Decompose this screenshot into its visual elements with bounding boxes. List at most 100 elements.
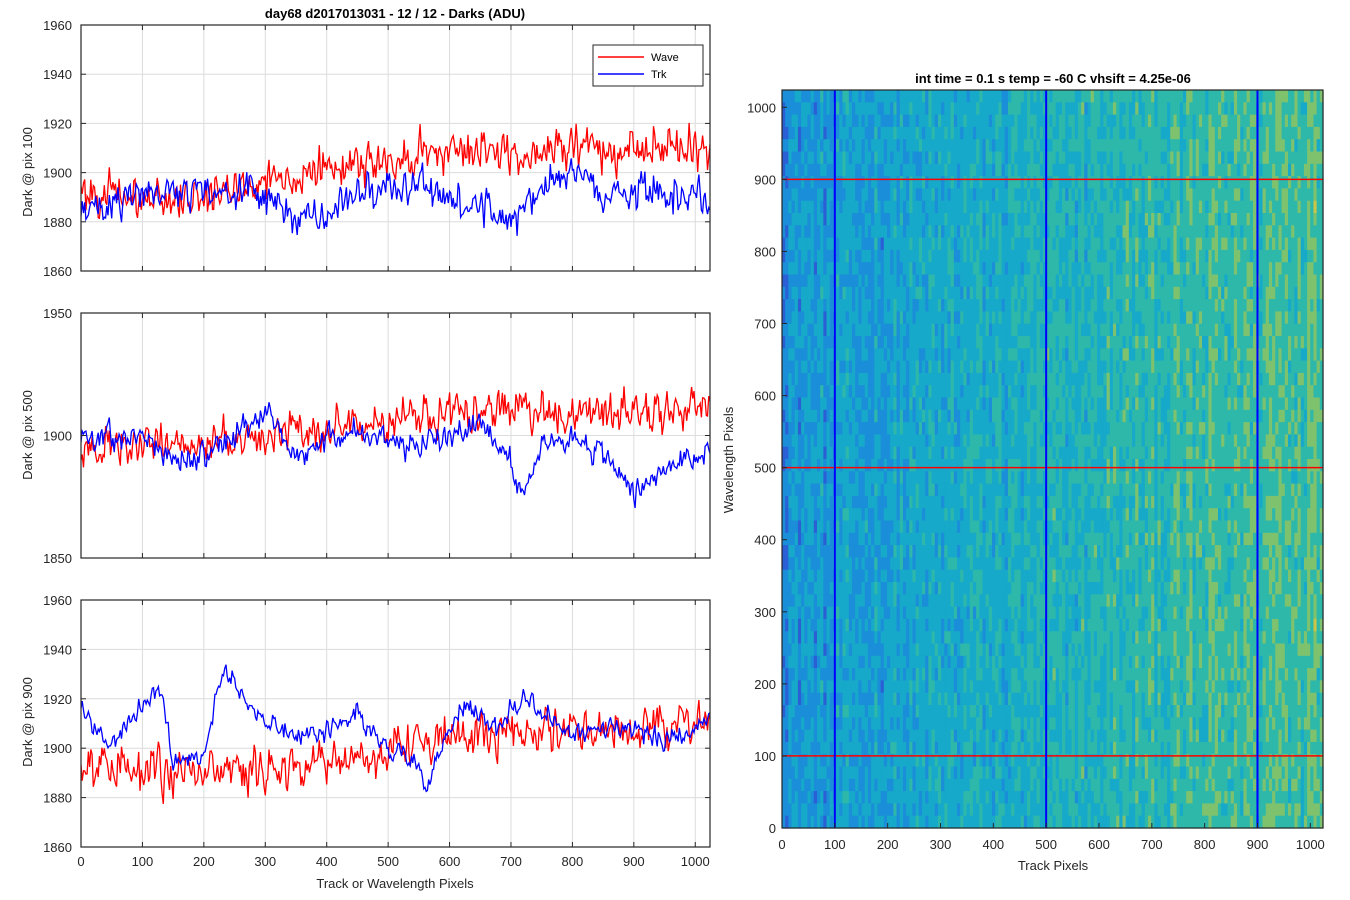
heatmap-cell xyxy=(785,385,789,399)
heatmap-cell xyxy=(829,815,834,829)
heatmap-cell xyxy=(976,471,980,485)
heatmap-cell xyxy=(877,151,882,165)
heatmap-cell xyxy=(966,348,971,362)
heatmap-cell xyxy=(937,557,942,571)
heatmap-cell xyxy=(817,754,821,768)
heatmap-cell xyxy=(966,385,971,399)
heatmap-cell xyxy=(797,766,802,780)
heatmap-cell xyxy=(782,618,786,632)
heatmap-cell xyxy=(813,717,818,731)
heatmap-cell xyxy=(823,151,828,165)
heatmap-cell xyxy=(944,446,949,460)
heatmap-cell xyxy=(813,803,818,817)
heatmap-cell xyxy=(969,754,974,768)
heatmap-cell xyxy=(826,766,831,780)
heatmap-cell xyxy=(858,188,863,202)
heatmap-cell xyxy=(979,102,984,116)
heatmap-cell xyxy=(877,606,882,620)
heatmap-cell xyxy=(855,532,859,546)
heatmap-cell xyxy=(845,249,850,263)
heatmap-cell xyxy=(855,286,859,300)
heatmap-cell xyxy=(944,643,949,657)
heatmap-cell xyxy=(829,348,834,362)
heatmap-cell xyxy=(877,459,882,472)
heatmap-cell xyxy=(791,176,796,189)
heatmap-cell xyxy=(947,360,952,374)
heatmap-cell xyxy=(1014,323,1019,337)
heatmap-cell xyxy=(922,729,926,743)
heatmap-cell xyxy=(899,741,904,755)
heatmap-cell xyxy=(934,618,939,632)
heatmap-cell xyxy=(820,385,824,399)
heatmap-cell xyxy=(992,655,996,669)
heatmap-cell xyxy=(817,409,821,423)
heatmap-cell xyxy=(813,274,818,288)
heatmap-cell xyxy=(972,508,977,522)
heatmap-cell xyxy=(937,286,942,300)
heatmap-cell xyxy=(966,582,971,595)
heatmap-cell xyxy=(915,422,920,435)
heatmap-cell xyxy=(1004,631,1009,645)
heatmap-cell xyxy=(820,102,824,116)
heatmap-cell xyxy=(1001,815,1006,829)
heatmap-cell xyxy=(947,459,952,472)
heatmap-cell xyxy=(1023,213,1028,226)
heatmap-cell xyxy=(858,176,863,189)
heatmap-cell xyxy=(912,643,917,657)
heatmap-cell xyxy=(969,471,974,485)
heatmap-cell xyxy=(807,803,812,817)
heatmap-cell xyxy=(896,286,901,300)
heatmap-cell xyxy=(801,643,805,657)
heatmap-cell xyxy=(890,459,894,472)
heatmap-cell xyxy=(995,754,999,768)
heatmap-cell xyxy=(791,237,796,251)
heatmap-cell xyxy=(976,705,980,718)
heatmap-cell xyxy=(953,557,958,571)
heatmap-cell xyxy=(944,815,949,829)
heatmap-cell xyxy=(794,495,799,509)
heatmap-cell xyxy=(877,434,882,448)
heatmap-cell xyxy=(953,618,958,632)
heatmap-cell xyxy=(906,323,910,337)
heatmap-cell xyxy=(852,225,856,239)
heatmap-cell xyxy=(969,126,974,140)
heatmap-cell xyxy=(836,495,840,509)
heatmap-cell xyxy=(896,717,901,731)
heatmap-cell xyxy=(972,213,977,226)
heatmap-cell xyxy=(877,532,882,546)
heatmap-cell xyxy=(845,766,850,780)
heatmap-cell xyxy=(880,176,885,189)
heatmap-cell xyxy=(801,545,805,558)
heatmap-cell xyxy=(918,655,923,669)
heatmap-cell xyxy=(1023,225,1028,239)
heatmap-cell xyxy=(804,569,809,583)
heatmap-cell xyxy=(934,274,939,288)
heatmap-cell xyxy=(893,766,898,780)
heatmap-cell xyxy=(794,372,799,386)
heatmap-cell xyxy=(1023,471,1028,485)
heatmap-cell xyxy=(813,225,818,239)
heatmap-cell xyxy=(982,262,987,276)
heatmap-cell xyxy=(909,729,914,743)
heatmap-cell xyxy=(944,249,949,263)
heatmap-cell xyxy=(925,778,929,792)
heatmap-cell xyxy=(957,176,961,189)
heatmap-cell xyxy=(858,557,863,571)
heatmap-cell xyxy=(842,532,847,546)
heatmap-cell xyxy=(813,372,818,386)
heatmap-cell xyxy=(845,114,850,128)
heatmap-cell xyxy=(931,717,936,731)
heatmap-cell xyxy=(947,176,952,189)
heatmap-cell xyxy=(982,618,987,632)
heatmap-cell xyxy=(947,815,952,829)
heatmap-cell xyxy=(861,188,866,202)
heatmap-cell xyxy=(982,766,987,780)
heatmap-cell xyxy=(855,508,859,522)
heatmap-cell xyxy=(887,274,891,288)
heatmap-cell xyxy=(988,397,993,411)
heatmap-cell xyxy=(1030,200,1034,214)
heatmap-cell xyxy=(826,655,831,669)
heatmap-cell xyxy=(988,249,993,263)
heatmap-cell xyxy=(998,803,1003,817)
heatmap-cell xyxy=(995,471,999,485)
